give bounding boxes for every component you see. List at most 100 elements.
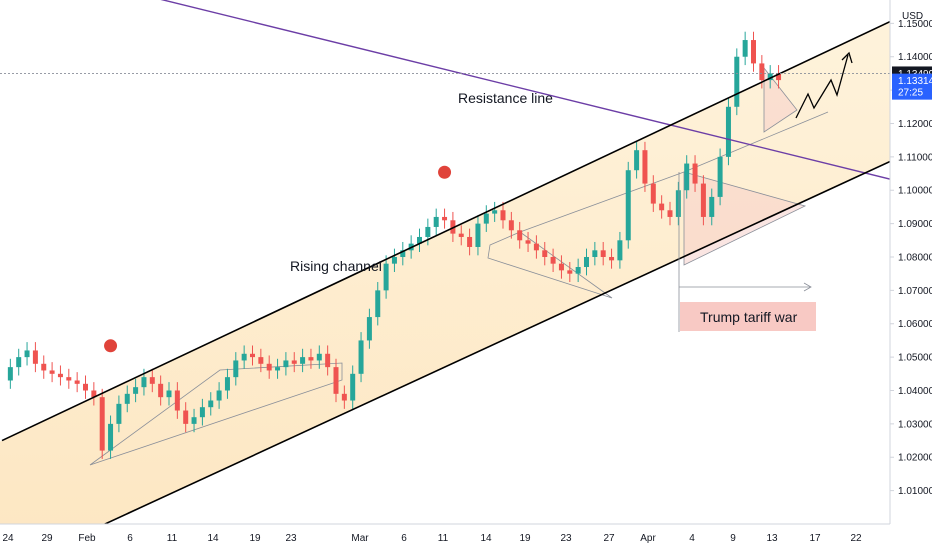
candle-body xyxy=(49,370,55,374)
rising-channel-label: Rising channel xyxy=(290,258,382,274)
candle-body xyxy=(183,410,189,424)
time-tick-label: 9 xyxy=(730,533,736,544)
price-tag-box xyxy=(892,73,932,100)
candle-body xyxy=(233,360,239,378)
candle-body xyxy=(517,230,523,241)
candle-body xyxy=(734,56,740,107)
time-tick-label: 29 xyxy=(41,533,53,544)
candle-body xyxy=(149,377,155,384)
price-tick-label: 1.04000 xyxy=(898,386,932,397)
time-tick-label: 24 xyxy=(2,533,14,544)
candle-body xyxy=(375,290,381,318)
candle-body xyxy=(325,353,331,368)
candle-body xyxy=(717,156,723,197)
time-tick-label: 19 xyxy=(249,533,261,544)
price-tick-label: 1.12000 xyxy=(898,119,932,130)
candle-body xyxy=(174,390,180,411)
candle-body xyxy=(533,243,539,251)
time-axis-background[interactable] xyxy=(0,524,932,550)
time-tick-label: Apr xyxy=(640,533,656,544)
candle-body xyxy=(166,390,172,398)
price-tag-countdown: 27:25 xyxy=(898,88,923,99)
price-tick-label: 1.14000 xyxy=(898,52,932,63)
peak-marker xyxy=(104,339,118,353)
candle-body xyxy=(74,380,80,384)
time-tick-label: 22 xyxy=(850,533,862,544)
price-tag-value: 1.13314 xyxy=(898,76,932,87)
candle-body xyxy=(700,183,706,217)
candle-body xyxy=(108,423,114,451)
candle-body xyxy=(584,256,589,268)
candle-body xyxy=(558,263,564,271)
candles-group xyxy=(7,31,782,459)
candle-body xyxy=(592,250,598,257)
candle-body xyxy=(341,393,347,401)
march-wedge-pattern xyxy=(487,231,613,299)
candle-body xyxy=(458,233,464,237)
time-tick-label: 11 xyxy=(438,533,449,544)
candle-body xyxy=(667,210,673,217)
candle-body xyxy=(500,210,506,221)
price-tick-label: 1.11000 xyxy=(898,152,932,163)
rising-support-guide xyxy=(683,111,829,173)
candle-body xyxy=(508,220,514,231)
candle-body xyxy=(366,317,372,341)
time-tick-label: Mar xyxy=(351,533,369,544)
candle-body xyxy=(32,350,38,364)
candle-body xyxy=(567,270,573,274)
time-tick-label: 17 xyxy=(809,533,821,544)
candle-body xyxy=(642,150,648,184)
candle-body xyxy=(617,240,623,261)
price-tick-label: 1.02000 xyxy=(898,453,932,464)
peak-marker xyxy=(438,165,452,179)
candle-body xyxy=(625,170,631,241)
price-tick-label: 1.03000 xyxy=(898,419,932,430)
candle-body xyxy=(475,223,481,247)
candle-body xyxy=(483,213,489,224)
march-upper-guide xyxy=(519,171,685,233)
candle-body xyxy=(275,367,281,371)
candle-body xyxy=(383,263,389,291)
candle-body xyxy=(208,400,214,408)
tariff-box xyxy=(680,302,816,331)
candle-body xyxy=(41,363,47,371)
candle-body xyxy=(308,357,314,361)
time-tick-label: 23 xyxy=(285,533,297,544)
candle-body xyxy=(650,183,656,204)
candle-body xyxy=(66,377,72,381)
time-tick-label: 4 xyxy=(689,533,695,544)
candle-body xyxy=(141,377,147,388)
candle-body xyxy=(425,226,431,237)
tariff-label: Trump tariff war xyxy=(700,309,798,325)
time-tick-label: 27 xyxy=(603,533,615,544)
price-tick-label: 1.09000 xyxy=(898,219,932,230)
candle-body xyxy=(333,367,339,394)
candle-body xyxy=(442,216,448,221)
candle-body xyxy=(350,373,356,401)
candle-body xyxy=(83,383,88,391)
channel-upper-line xyxy=(1,2,930,442)
candle-body xyxy=(467,236,473,247)
candle-body xyxy=(91,390,97,398)
channel-lower-line xyxy=(68,142,930,542)
price-tick-label: 1.05000 xyxy=(898,353,932,364)
time-tick-label: 6 xyxy=(401,533,407,544)
candle-body xyxy=(742,40,748,57)
candle-body xyxy=(692,163,698,184)
candle-body xyxy=(609,256,615,261)
candle-body xyxy=(241,353,247,361)
mid-april-pennant-pattern xyxy=(763,66,798,133)
candle-body xyxy=(133,387,139,394)
candle-body xyxy=(216,390,222,401)
time-tick-label: 23 xyxy=(560,533,572,544)
candle-body xyxy=(358,340,364,374)
time-tick-label: Feb xyxy=(78,533,96,544)
projection-arrow-head xyxy=(841,51,853,64)
candle-body xyxy=(767,73,773,81)
time-tick-label: 14 xyxy=(480,533,492,544)
price-tick-label: 1.06000 xyxy=(898,319,932,330)
candle-body xyxy=(191,417,197,424)
